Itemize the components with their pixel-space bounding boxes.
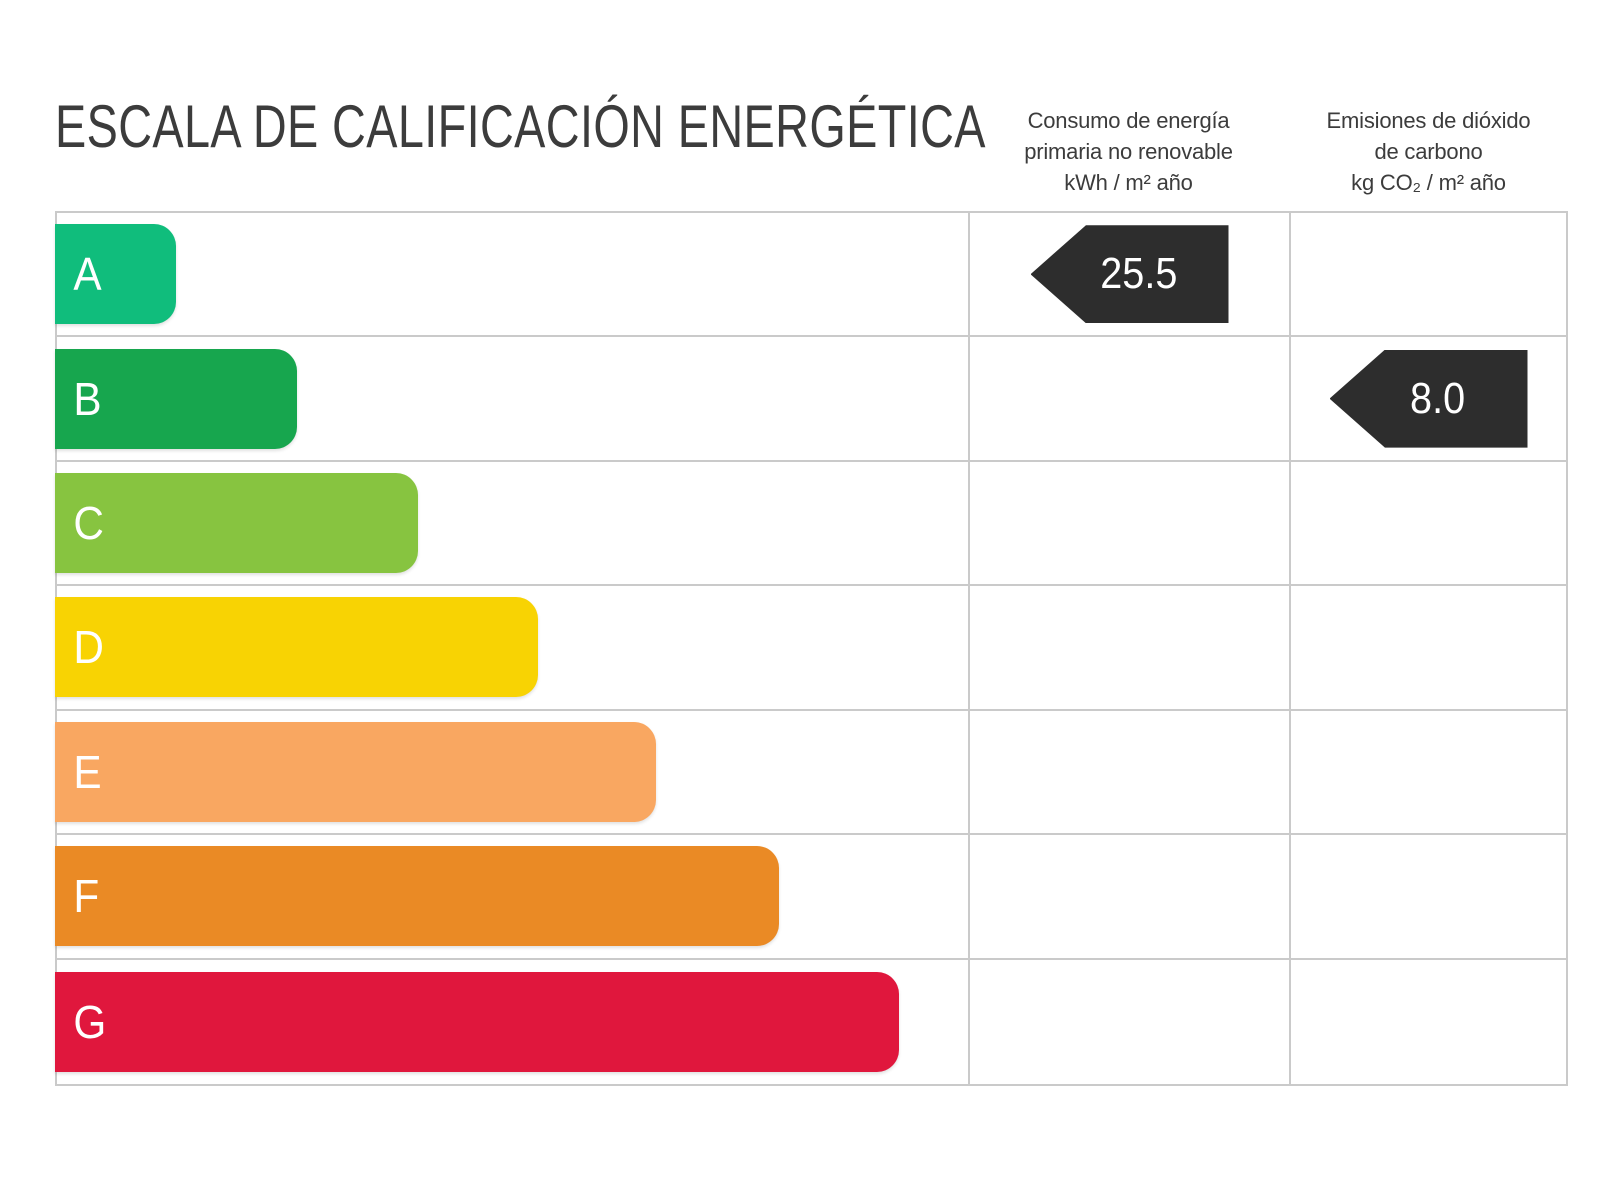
emissions-header-line1: Emisiones de dióxido	[1326, 108, 1531, 133]
rating-letter-c: C	[73, 497, 104, 550]
consumption-indicator-arrow: 25.5	[1030, 225, 1229, 324]
rating-letter-g: G	[73, 995, 107, 1048]
consumption-cell-b	[970, 337, 1291, 462]
consumption-cell-g	[970, 959, 1291, 1084]
rating-letter-f: F	[73, 870, 100, 923]
rating-bar-g: G	[55, 971, 899, 1072]
consumption-header-units: kWh / m² año	[1064, 170, 1193, 195]
consumption-cell-c	[970, 461, 1291, 587]
rating-letter-b: B	[73, 372, 102, 425]
rating-row-c-scale-cell: C	[55, 461, 970, 587]
rating-bar-c: C	[55, 473, 419, 574]
rating-bar-b: B	[55, 348, 298, 449]
rating-letter-e: E	[73, 745, 102, 798]
column-header-emissions: Emisiones de dióxido de carbono kg CO₂ /…	[1289, 98, 1568, 198]
emissions-header-line2: de carbono	[1374, 139, 1483, 164]
rating-bar-f: F	[55, 846, 780, 947]
rating-letter-a: A	[73, 248, 102, 301]
rating-row-d-scale-cell: D	[55, 586, 970, 711]
consumption-header-line2: primaria no renovable	[1024, 139, 1233, 164]
emissions-indicator-arrow: 8.0	[1329, 349, 1528, 448]
consumption-value: 25.5	[1099, 249, 1178, 299]
emissions-cell-g	[1291, 960, 1566, 1084]
emissions-header-units: kg CO₂ / m² año	[1351, 170, 1506, 195]
emissions-cell-e	[1291, 711, 1566, 836]
emissions-cell-d	[1291, 586, 1566, 711]
rating-row-f-scale-cell: F	[55, 835, 970, 960]
rating-row-e-scale-cell: E	[55, 710, 970, 836]
column-header-consumption: Consumo de energía primaria no renovable…	[968, 98, 1289, 198]
emissions-value: 8.0	[1409, 373, 1466, 423]
rating-bar-a: A	[55, 224, 177, 325]
consumption-cell-e	[970, 710, 1291, 836]
page-title: ESCALA DE CALIFICACIÓN ENERGÉTICA	[55, 93, 986, 160]
consumption-cell-a: 25.5	[970, 213, 1291, 338]
emissions-cell-a	[1291, 213, 1566, 338]
rating-bar-d: D	[55, 597, 538, 698]
rating-row-b-scale-cell: B	[55, 337, 970, 462]
emissions-cell-c	[1291, 462, 1566, 587]
consumption-cell-d	[970, 586, 1291, 711]
rating-row-g-scale-cell: G	[55, 959, 970, 1084]
rating-letter-d: D	[73, 621, 104, 674]
rating-table: A 25.5 B 8.0 C	[55, 211, 1568, 1086]
rating-bar-e: E	[55, 721, 657, 822]
consumption-header-line1: Consumo de energía	[1027, 108, 1230, 133]
emissions-cell-f	[1291, 835, 1566, 960]
consumption-cell-f	[970, 835, 1291, 960]
emissions-cell-b: 8.0	[1291, 337, 1566, 462]
rating-row-a-scale-cell: A	[55, 213, 970, 338]
